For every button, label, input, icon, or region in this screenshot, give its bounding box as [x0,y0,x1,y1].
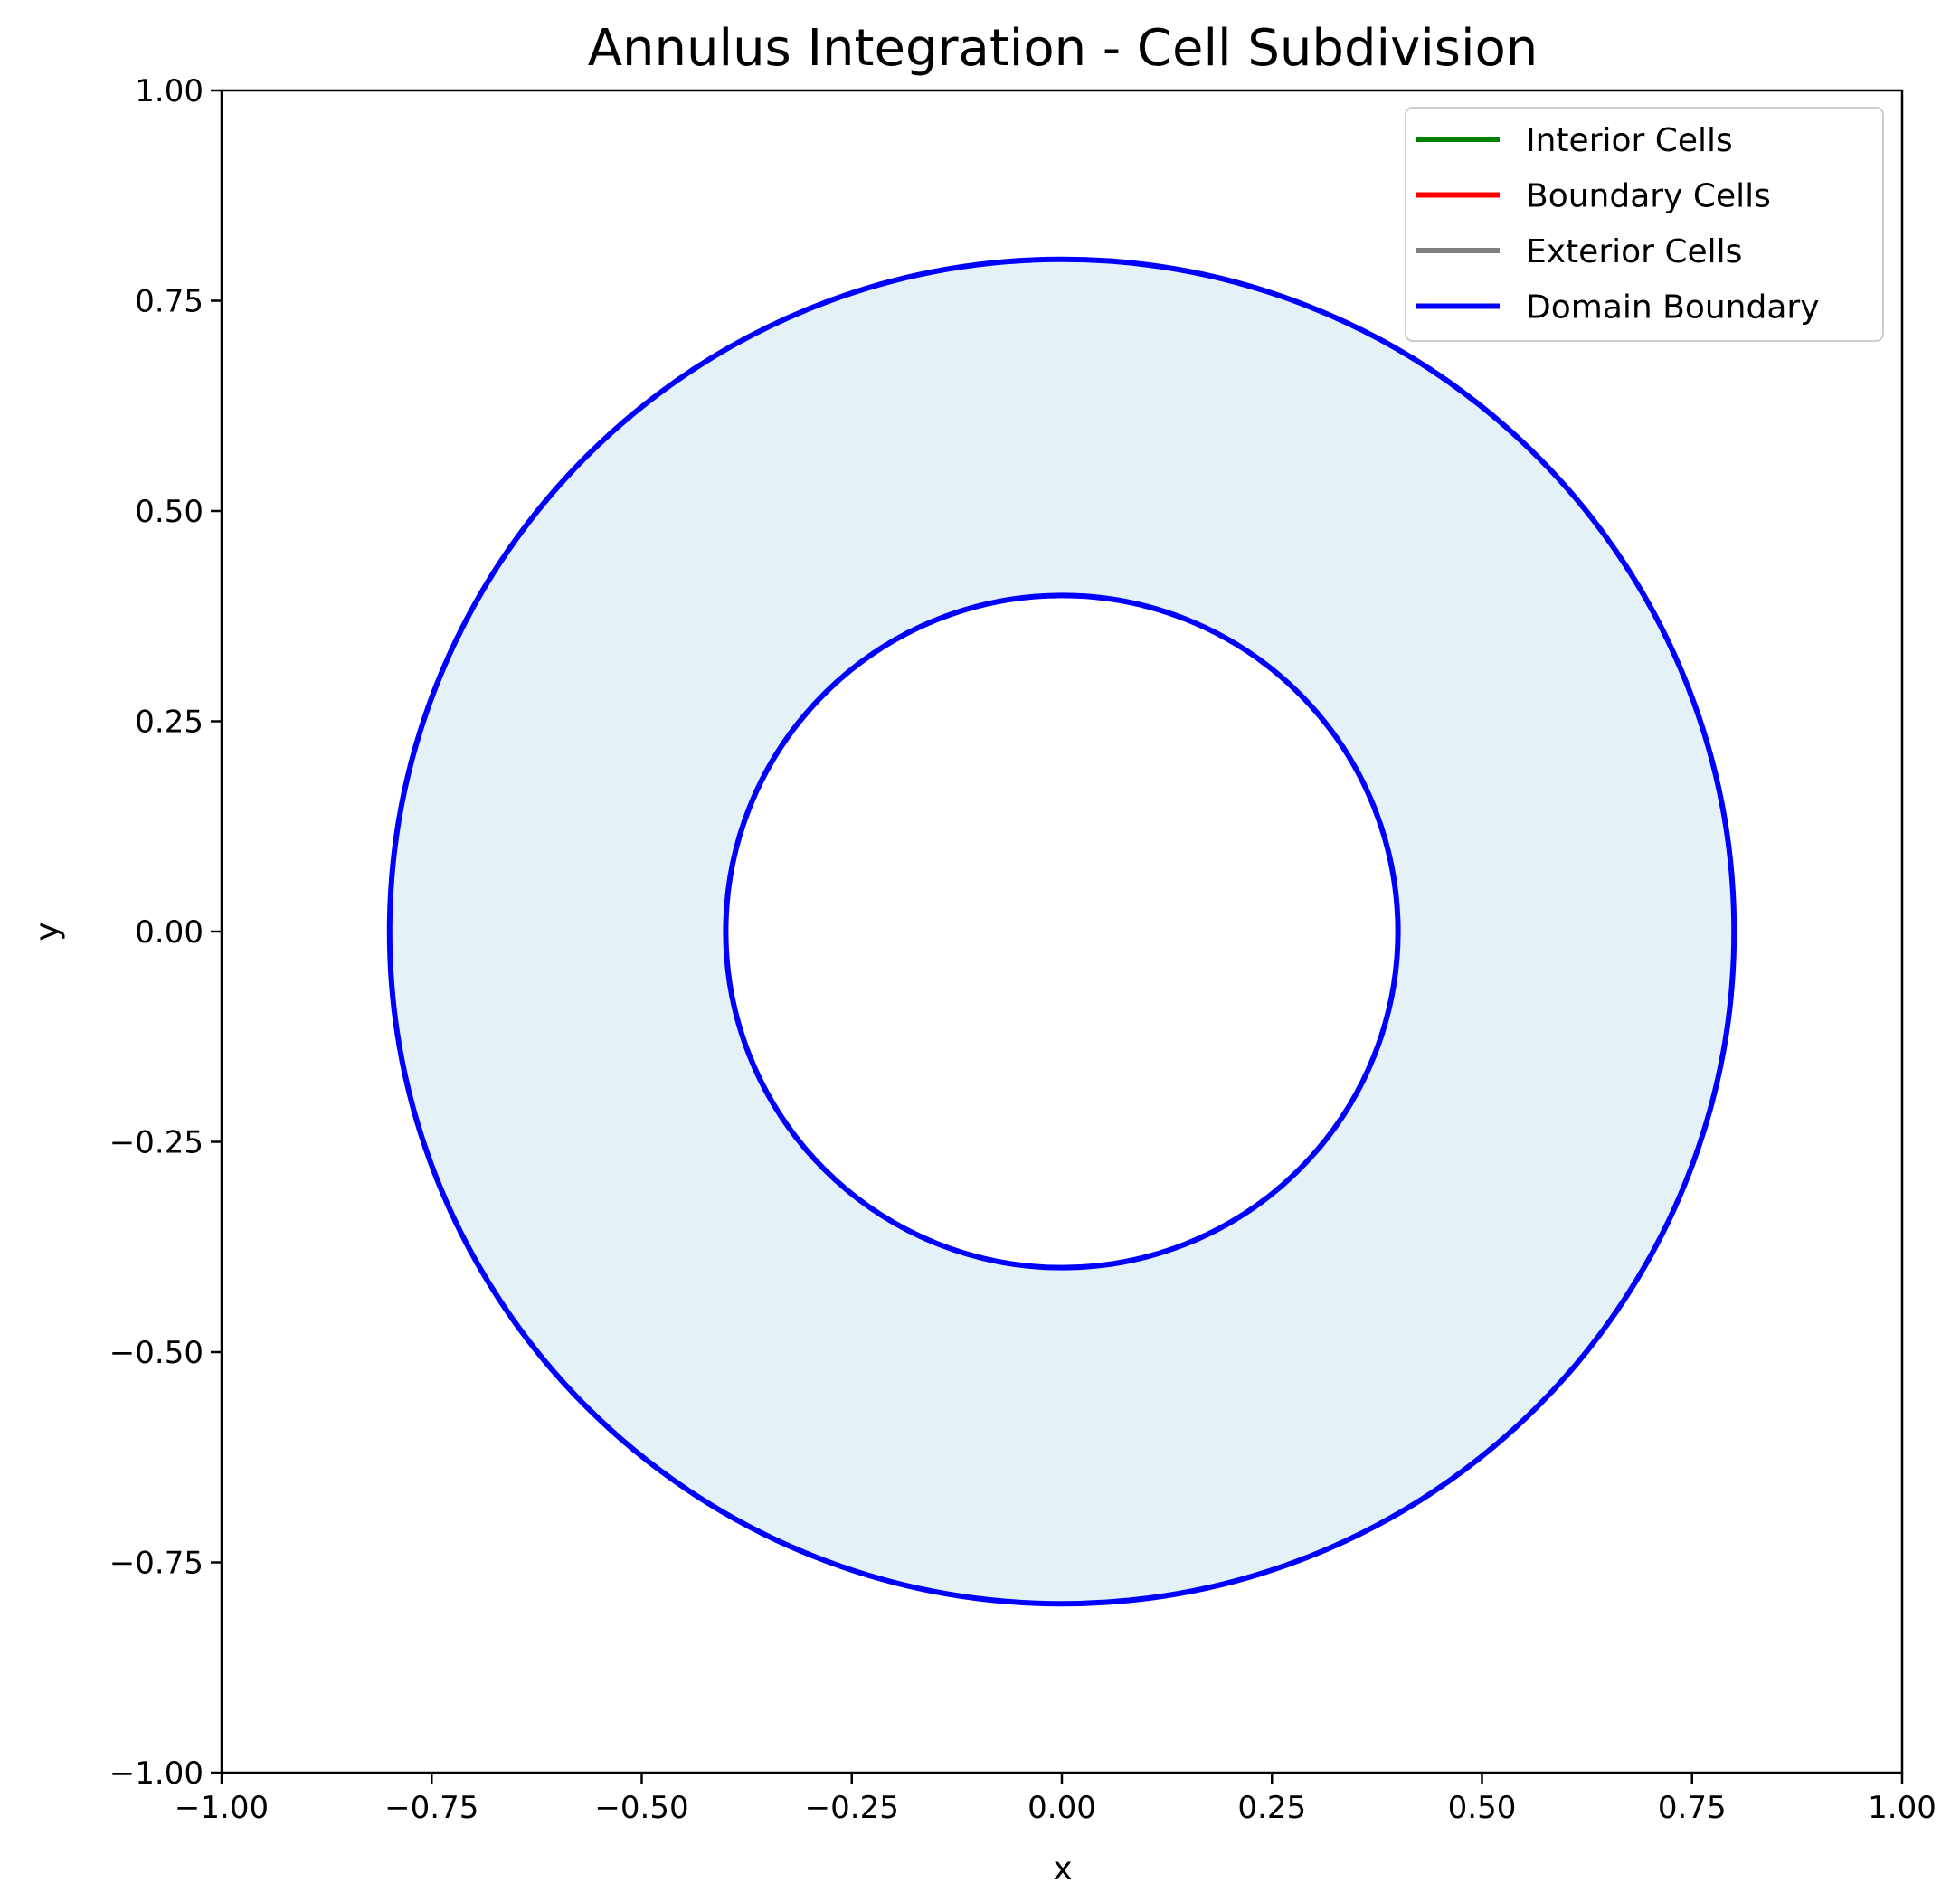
legend-entries: Interior Cells Boundary Cells Exterior Cel… [1416,122,1820,326]
y-tick-label: −0.25 [109,1125,204,1161]
y-tick-label: −1.00 [109,1755,204,1792]
legend-box [1405,107,1884,342]
inner-domain-boundary [723,592,1401,1271]
y-axis-ticks: −1.00 −0.75 −0.50 −0.25 0.00 0.25 0.50 0.75 1.00 [109,73,222,1792]
y-tick-label: −0.75 [109,1546,204,1582]
x-tick-label: −1.00 [175,1790,269,1826]
x-tick-label: 0.50 [1448,1790,1517,1826]
legend-label-exterior-cells: Exterior Cells [1526,233,1742,270]
x-tick-label: −0.25 [805,1790,899,1826]
y-tick-label: 0.25 [135,705,204,741]
y-tick-label: 0.00 [135,914,204,951]
x-axis-ticks: −1.00 −0.75 −0.50 −0.25 0.00 0.25 0.50 0.75 1.00 [175,1773,1936,1826]
x-axis-label: x [1053,1850,1072,1888]
chart-title: Annulus Integration - Cell Subdivision [588,19,1539,78]
x-tick-label: −0.75 [384,1790,478,1826]
y-tick-label: −0.50 [109,1335,204,1371]
x-tick-label: −0.50 [594,1790,688,1826]
y-axis-label: y [29,922,66,941]
legend-label-domain-boundary: Domain Boundary [1526,289,1820,326]
x-tick-label: 1.00 [1868,1790,1936,1826]
x-tick-label: 0.25 [1237,1790,1306,1826]
outer-domain-boundary [386,256,1737,1607]
x-tick-label: 0.75 [1658,1790,1727,1826]
legend: Interior Cells Boundary Cells Exterior Cel… [1405,107,1884,342]
y-tick-label: 0.75 [135,284,204,320]
x-tick-label: 0.00 [1027,1790,1096,1826]
legend-label-interior-cells: Interior Cells [1526,122,1733,159]
y-tick-label: 1.00 [135,73,204,109]
annulus-fill-region [389,259,1735,1604]
plot-area [386,256,1737,1607]
y-tick-label: 0.50 [135,494,204,530]
legend-label-boundary-cells: Boundary Cells [1526,178,1771,215]
